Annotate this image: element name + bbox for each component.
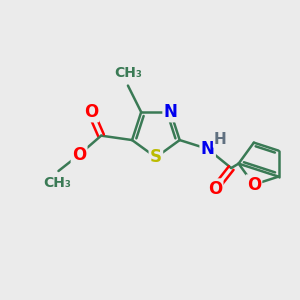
Text: N: N bbox=[164, 103, 178, 121]
Text: S: S bbox=[150, 148, 162, 166]
Text: CH₃: CH₃ bbox=[114, 66, 142, 80]
Text: H: H bbox=[214, 132, 226, 147]
Text: N: N bbox=[201, 140, 214, 158]
Text: O: O bbox=[208, 180, 222, 198]
Text: O: O bbox=[72, 146, 86, 164]
Text: O: O bbox=[247, 176, 261, 194]
Text: O: O bbox=[84, 103, 98, 121]
Text: CH₃: CH₃ bbox=[43, 176, 71, 190]
